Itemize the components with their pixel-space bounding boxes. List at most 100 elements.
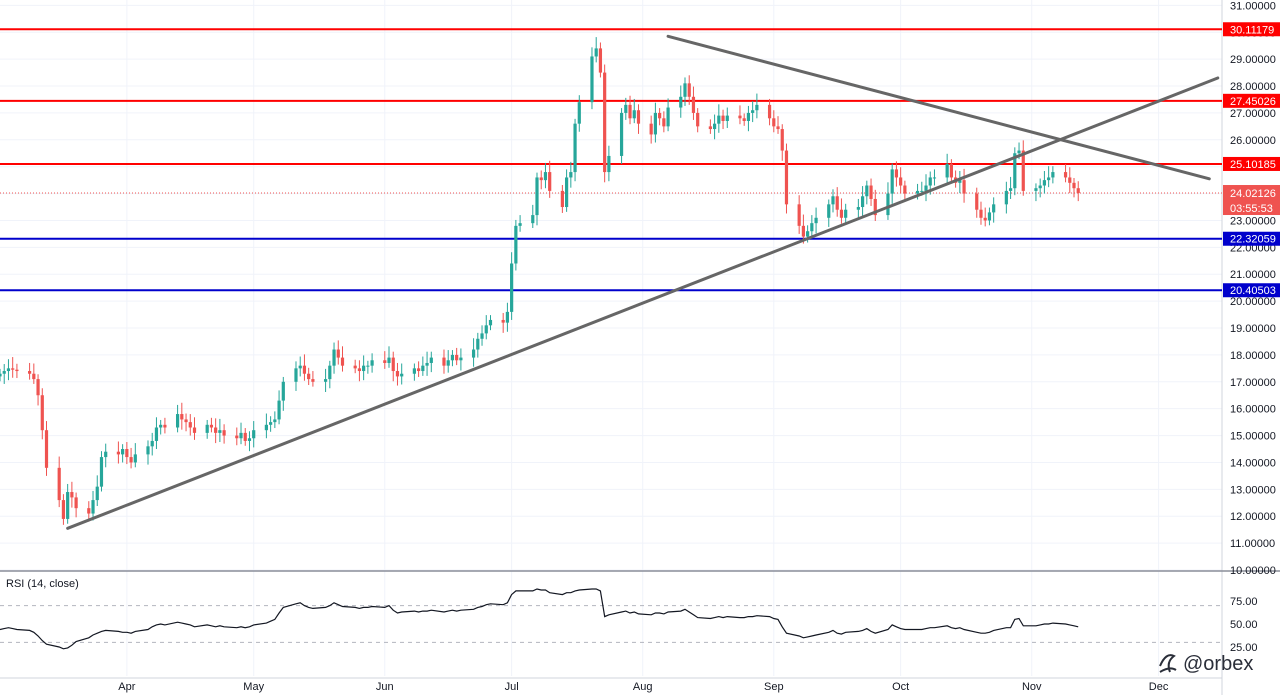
candle — [594, 37, 598, 63]
candle — [277, 390, 281, 425]
candle — [780, 124, 784, 161]
candle — [932, 169, 937, 186]
candle — [99, 451, 104, 492]
candle — [772, 110, 776, 133]
candle — [742, 113, 746, 126]
candle — [235, 427, 239, 446]
candle — [708, 119, 712, 134]
candle — [302, 354, 307, 381]
candle — [400, 363, 404, 385]
candle — [159, 419, 163, 435]
price-tags: 30.11179 27.45026 25.10185 22.32059 20.40503… — [1223, 22, 1280, 298]
price-tick-label: 15.00000 — [1230, 431, 1276, 443]
trendline[interactable] — [66, 76, 1220, 530]
candle — [36, 374, 40, 406]
candle — [264, 413, 268, 439]
candle — [61, 494, 66, 525]
level-price-tag-text: 22.32059 — [1230, 234, 1276, 246]
candle — [455, 347, 459, 366]
candle — [387, 346, 391, 368]
candle — [975, 187, 979, 218]
candle — [924, 174, 928, 202]
candle — [797, 195, 801, 234]
candle — [74, 492, 78, 518]
candle — [712, 114, 717, 140]
level-price-tag — [1223, 93, 1280, 108]
candle — [827, 199, 831, 227]
candle — [91, 490, 95, 521]
candle — [577, 95, 581, 132]
candle — [121, 444, 125, 463]
candle — [856, 198, 860, 220]
candle — [987, 207, 992, 226]
price-tick-label: 18.00000 — [1230, 350, 1276, 362]
candle — [370, 353, 374, 373]
candle — [192, 417, 197, 440]
rsi-tick-label: 25.00 — [1230, 642, 1258, 654]
candle — [869, 178, 873, 206]
candle — [1013, 147, 1017, 196]
candle — [687, 75, 691, 105]
candle — [6, 359, 11, 381]
watermark-text: @orbex — [1183, 653, 1253, 675]
candle — [979, 201, 983, 225]
candle — [1034, 183, 1038, 202]
candle — [619, 108, 624, 165]
trendline[interactable] — [666, 34, 1211, 181]
candle — [252, 421, 256, 448]
candle — [725, 107, 729, 128]
candle — [607, 145, 611, 182]
level-price-tag — [1223, 231, 1280, 246]
candle — [1072, 177, 1076, 198]
candle — [488, 315, 493, 331]
price-tick-label: 26.00000 — [1230, 135, 1276, 147]
candle — [865, 180, 869, 205]
candles — [0, 37, 1080, 525]
rsi-tick-label: 75.00 — [1230, 596, 1258, 608]
candle — [332, 342, 336, 374]
candle — [44, 421, 49, 476]
candle — [598, 42, 603, 78]
candle — [336, 340, 340, 365]
price-tick-label: 17.00000 — [1230, 377, 1276, 389]
candle — [70, 481, 74, 508]
time-tick-label: Sep — [764, 681, 784, 693]
candle — [11, 357, 15, 378]
candle — [87, 501, 91, 522]
candle — [776, 116, 780, 134]
time-tick-label: Nov — [1022, 681, 1042, 693]
candle — [543, 162, 548, 189]
candle — [683, 77, 687, 106]
candle — [696, 108, 700, 133]
candle — [1051, 166, 1055, 184]
price-tick-label: 28.00000 — [1230, 81, 1276, 93]
candle — [755, 93, 759, 119]
candle — [243, 428, 247, 446]
candle — [146, 440, 150, 465]
candle — [273, 411, 277, 429]
candle — [188, 414, 192, 436]
candle — [104, 443, 108, 468]
candle — [653, 102, 657, 143]
candle — [294, 361, 298, 391]
candle — [894, 161, 899, 187]
candle — [154, 417, 159, 450]
candle — [57, 456, 61, 508]
level-price-tag — [1223, 22, 1280, 37]
rsi-title: RSI (14, close) — [6, 578, 79, 590]
candle — [691, 86, 696, 120]
price-tick-label: 19.00000 — [1230, 323, 1276, 335]
time-tick-label: Jun — [376, 681, 394, 693]
candle — [15, 363, 19, 379]
candle — [501, 312, 505, 333]
candle — [484, 315, 488, 340]
candle — [353, 359, 357, 374]
price-tick-label: 12.00000 — [1230, 511, 1276, 523]
candle — [738, 105, 742, 125]
price-tick-label: 23.00000 — [1230, 215, 1276, 227]
candle — [810, 215, 814, 237]
trendlines — [66, 34, 1220, 530]
countdown-text: 03:55:53 — [1230, 203, 1273, 215]
candle — [767, 98, 772, 126]
